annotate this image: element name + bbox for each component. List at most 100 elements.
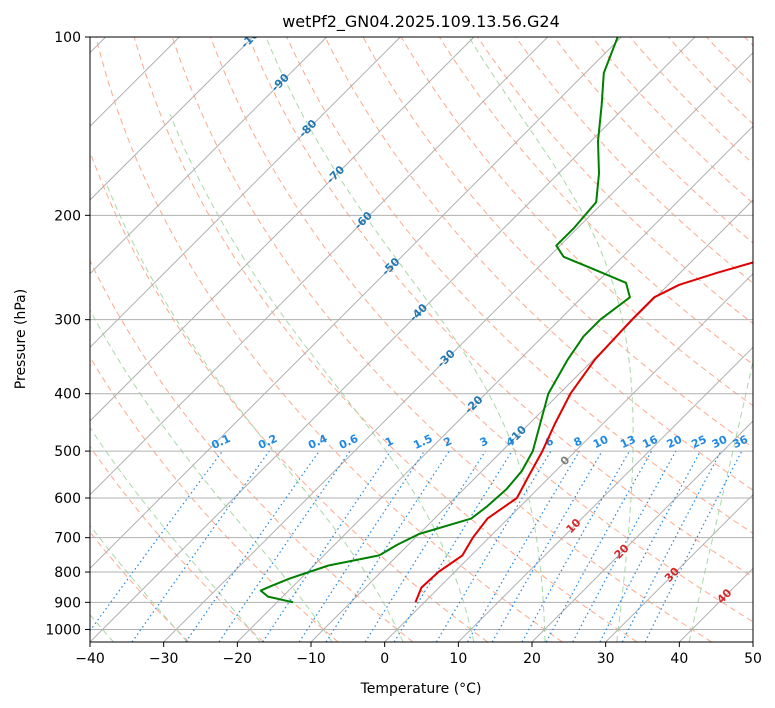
- x-tick-label: 20: [523, 651, 541, 667]
- isotherm-gridline: [678, 567, 753, 642]
- mixing-ratio-label: 36: [731, 433, 751, 451]
- mixing-ratio-label: 10: [591, 433, 611, 451]
- mixing-ratio-line: [90, 450, 223, 632]
- mixing-ratio-line: [393, 450, 513, 642]
- dry-adiabat-line: [744, 37, 753, 47]
- mixing-ratio-line: [644, 450, 743, 642]
- moist-adiabat-line: [688, 358, 753, 642]
- dry-adiabat-line: [553, 37, 753, 244]
- x-tick-label: −40: [75, 651, 105, 667]
- y-tick-label: 500: [54, 444, 81, 460]
- temperature-profile-line: [414, 261, 753, 603]
- x-axis-label: Temperature (°C): [360, 681, 482, 697]
- moist-adiabat-line: [468, 37, 634, 642]
- x-tick-label: −30: [149, 651, 179, 667]
- isotherm-gridline: [384, 272, 753, 642]
- mixing-ratio-label: 25: [689, 433, 708, 451]
- mixing-ratio-label: 30: [710, 433, 730, 451]
- mixing-ratio-line: [218, 450, 351, 642]
- mixing-ratio-line: [262, 450, 392, 642]
- moist-adiabat-line: [104, 180, 404, 642]
- dry-adiabat-line: [668, 37, 753, 125]
- mixing-ratio-label: 8: [572, 434, 584, 449]
- dry-adiabat-line: [171, 37, 712, 642]
- dry-adiabat-line: [477, 37, 753, 325]
- isotherm-gridline: [90, 37, 696, 642]
- mixing-ratio-label: 20: [665, 433, 685, 451]
- dry-adiabat-line: [210, 37, 753, 623]
- isotherm-label: 20: [612, 541, 632, 561]
- dewpoint-profile-line: [259, 37, 631, 604]
- dry-adiabat-line: [90, 445, 264, 642]
- x-tick-label: −20: [223, 651, 253, 667]
- mixing-ratio-label: 1: [383, 434, 395, 449]
- y-tick-label: 200: [54, 208, 81, 224]
- isotherm-gridline: [163, 51, 753, 642]
- y-tick-label: 900: [54, 595, 81, 611]
- mixing-ratio-line: [545, 450, 653, 642]
- dry-adiabat-line: [248, 37, 753, 578]
- isotherm-gridline: [90, 37, 401, 349]
- isotherm-gridline: [90, 37, 475, 422]
- x-tick-label: 30: [597, 651, 615, 667]
- x-tick-label: 0: [380, 651, 389, 667]
- mixing-ratio-line: [298, 450, 425, 642]
- y-tick-label: 400: [54, 387, 81, 403]
- moist-adiabat-line: [265, 37, 546, 642]
- isotherm-label: -80: [296, 117, 319, 140]
- dry-adiabat-line: [90, 259, 414, 642]
- dry-adiabat-line: [90, 150, 488, 642]
- mixing-ratio-label: 3: [478, 434, 490, 449]
- isotherm-label: -60: [352, 209, 375, 232]
- x-tick-label: −10: [296, 651, 326, 667]
- mixing-ratio-line: [599, 450, 702, 642]
- moist-adiabat-line: [90, 308, 333, 642]
- mixing-ratio-line: [131, 450, 270, 642]
- isotherm-gridline: [90, 37, 622, 570]
- dry-adiabat-line: [90, 356, 339, 642]
- x-tick-label: 50: [744, 651, 762, 667]
- mixing-ratio-line: [435, 450, 552, 642]
- isotherm-gridline: [90, 37, 254, 201]
- isotherm-gridline: [236, 125, 753, 642]
- isotherm-label: 30: [662, 565, 682, 585]
- moist-adiabat-line: [90, 524, 188, 642]
- y-tick-label: 300: [54, 313, 81, 329]
- x-tick-label: 10: [449, 651, 467, 667]
- dry-adiabat-line: [400, 37, 753, 407]
- y-tick-label: 600: [54, 491, 81, 507]
- isotherm-label: -20: [462, 393, 485, 416]
- isotherm-gridline: [605, 493, 753, 642]
- dry-adiabat-line: [324, 37, 753, 491]
- isotherm-gridline: [752, 641, 753, 642]
- mixing-ratio-label: 0.4: [306, 432, 329, 452]
- dry-adiabat-line: [515, 37, 753, 284]
- y-tick-label: 700: [54, 531, 81, 547]
- plot-frame: [89, 36, 754, 643]
- moist-adiabat-line: [169, 114, 475, 642]
- mixing-ratio-label: 16: [640, 433, 660, 451]
- mixing-ratio-line: [572, 450, 677, 642]
- mixing-ratio-line: [185, 450, 320, 642]
- y-tick-label: 100: [54, 30, 81, 46]
- y-tick-label: 800: [54, 565, 81, 581]
- isotherm-gridline: [90, 37, 549, 496]
- isotherm-gridline: [457, 346, 753, 642]
- dry-adiabat-line: [95, 37, 563, 642]
- dry-adiabat-line: [629, 37, 753, 165]
- mixing-ratio-label: 13: [618, 433, 637, 451]
- mixing-ratio-line: [364, 450, 486, 642]
- dry-adiabat-line: [133, 37, 638, 642]
- mixing-ratio-label: 0.1: [209, 432, 232, 452]
- moist-adiabat-line: [90, 426, 261, 642]
- dry-adiabat-line: [438, 37, 753, 365]
- dry-adiabat-line: [591, 37, 753, 204]
- isotherm-gridline: [531, 420, 753, 642]
- y-tick-label: 1000: [45, 622, 81, 638]
- chart-title: wetPf2_GN04.2025.109.13.56.G24: [282, 12, 560, 32]
- dry-adiabat-line: [706, 37, 753, 86]
- isotherm-label: 10: [564, 516, 584, 536]
- isotherm-gridline: [90, 37, 328, 275]
- mixing-ratio-line: [466, 450, 580, 642]
